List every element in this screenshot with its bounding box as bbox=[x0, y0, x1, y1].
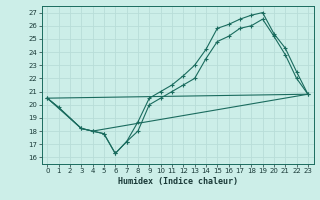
X-axis label: Humidex (Indice chaleur): Humidex (Indice chaleur) bbox=[118, 177, 237, 186]
